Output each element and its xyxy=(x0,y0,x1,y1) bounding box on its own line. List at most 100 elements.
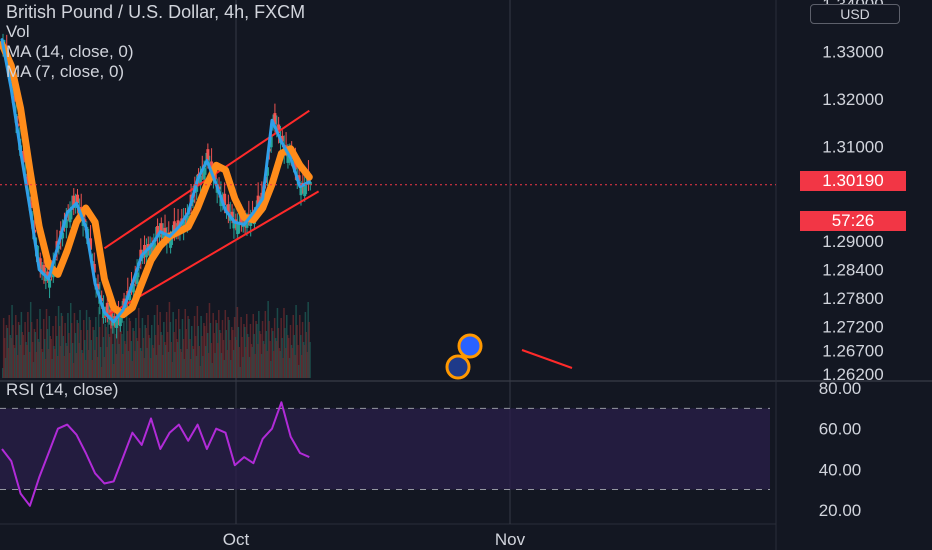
volume-bar xyxy=(22,335,24,378)
volume-bar xyxy=(226,350,228,378)
volume-bar xyxy=(64,323,66,378)
volume-bar xyxy=(143,358,146,378)
volume-bar xyxy=(177,309,180,378)
volume-bar xyxy=(128,318,131,378)
volume-bar xyxy=(170,342,173,378)
candle-body xyxy=(176,220,180,229)
volume-bar xyxy=(164,345,167,378)
currency-button[interactable]: USD xyxy=(810,4,900,24)
volume-bar xyxy=(42,319,45,378)
volume-bar xyxy=(82,353,84,378)
volume-bar xyxy=(282,358,284,378)
volume-bar xyxy=(216,323,218,378)
candle-body xyxy=(284,145,288,149)
volume-bar xyxy=(208,303,211,378)
volume-bar xyxy=(75,353,78,378)
candle-body xyxy=(74,205,78,208)
candle-body xyxy=(198,175,202,185)
rsi-line xyxy=(1,401,310,507)
volume-bar xyxy=(234,337,237,378)
volume-bar xyxy=(309,342,311,378)
volume-bar xyxy=(176,339,178,378)
volume-bar xyxy=(275,341,278,378)
volume-bar xyxy=(44,359,47,378)
volume-bar xyxy=(57,306,60,378)
candle-body xyxy=(42,264,46,274)
volume-bar xyxy=(217,343,219,378)
volume-bar xyxy=(140,351,143,378)
candle-body xyxy=(206,149,210,161)
volume-bar xyxy=(100,367,103,378)
volume-bar xyxy=(181,319,184,378)
volume-bar xyxy=(198,346,200,378)
volume-bar xyxy=(220,353,223,378)
candle-body xyxy=(226,204,230,213)
candle-body xyxy=(234,219,238,223)
volume-bar xyxy=(79,310,81,378)
volume-bar xyxy=(259,334,262,378)
symbol-title[interactable]: British Pound / U.S. Dollar, 4h, FXCM xyxy=(6,2,306,22)
volume-bar xyxy=(258,311,260,378)
volume-bar xyxy=(45,309,48,378)
volume-bar xyxy=(146,348,148,378)
volume-bar xyxy=(76,320,78,378)
volume-bar xyxy=(129,321,132,378)
volume-bar xyxy=(211,363,214,378)
volume-bar xyxy=(280,318,282,378)
volume-bar xyxy=(210,343,213,378)
volume-bar xyxy=(160,332,162,378)
volume-bar xyxy=(141,318,144,378)
volume-bar xyxy=(30,322,33,378)
volume-bar xyxy=(154,335,157,378)
vol-label[interactable]: Vol xyxy=(6,22,30,41)
volume-bar xyxy=(56,356,59,378)
candle-body xyxy=(148,247,152,257)
volume-bar xyxy=(284,328,286,378)
volume-bar xyxy=(232,330,234,378)
candle-body xyxy=(115,319,119,328)
volume-bar xyxy=(8,315,11,378)
volume-bar xyxy=(125,311,128,378)
volume-bar xyxy=(307,302,309,378)
volume-bar xyxy=(37,339,39,378)
volume-bar xyxy=(190,359,192,378)
volume-bar xyxy=(11,305,13,378)
volume-bar xyxy=(136,338,138,378)
volume-bar xyxy=(172,312,174,378)
volume-bar xyxy=(29,352,31,378)
volume-bar xyxy=(85,310,88,378)
volume-bar xyxy=(78,343,80,378)
ma-slow-label[interactable]: MA (14, close, 0) xyxy=(6,42,134,61)
candle-body xyxy=(169,236,173,248)
volume-bar xyxy=(69,353,71,378)
candle-body xyxy=(144,251,148,258)
volume-bar xyxy=(191,346,194,378)
ma-fast-label[interactable]: MA (7, close, 0) xyxy=(6,62,125,81)
volume-bar xyxy=(246,334,249,378)
candle-body xyxy=(210,161,214,171)
volume-bar xyxy=(138,328,141,378)
volume-bar xyxy=(54,349,56,378)
volume-bar xyxy=(14,348,16,378)
volume-bar xyxy=(250,344,253,378)
volume-bar xyxy=(245,314,248,378)
volume-bar xyxy=(276,308,279,378)
price-tick-label: 1.31000 xyxy=(822,137,883,156)
rsi-label[interactable]: RSI (14, close) xyxy=(6,380,119,399)
volume-bar xyxy=(229,340,231,378)
candle-body xyxy=(128,294,132,300)
volume-bar xyxy=(244,327,246,378)
volume-bar xyxy=(52,326,54,378)
volume-bar xyxy=(116,321,119,378)
volume-bar xyxy=(13,345,15,378)
volume-bar xyxy=(109,337,111,378)
volume-bar xyxy=(46,329,49,378)
volume-bar xyxy=(35,352,38,378)
volume-bar xyxy=(153,315,156,378)
volume-bar xyxy=(107,314,109,378)
volume-bar xyxy=(2,368,4,378)
volume-bar xyxy=(306,352,309,378)
volume-bar xyxy=(293,335,295,378)
